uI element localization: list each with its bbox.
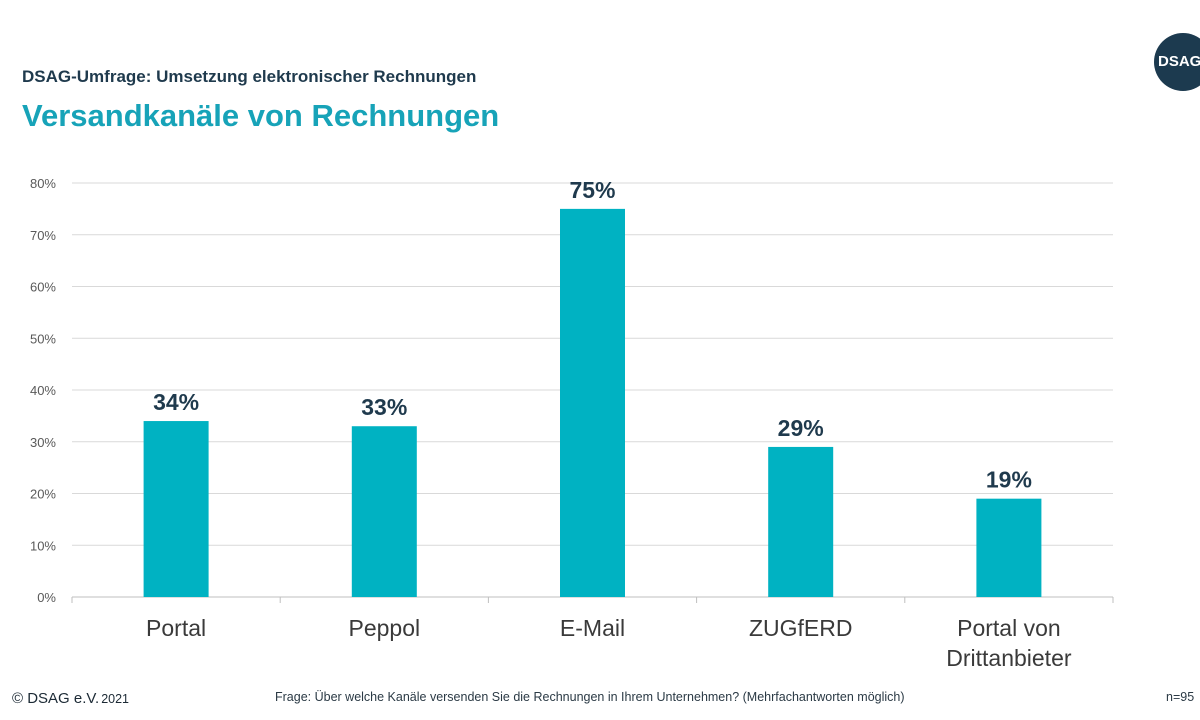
dsag-logo: DSAG <box>1154 33 1200 91</box>
category-label: Peppol <box>348 615 420 641</box>
category-label: E-Mail <box>560 615 625 641</box>
bar <box>351 426 417 597</box>
footer-copyright: © DSAG e.V. 2021 <box>12 690 129 707</box>
y-tick-label: 50% <box>30 331 56 346</box>
data-label: 29% <box>778 415 824 441</box>
footer-date: 2021 <box>101 692 130 706</box>
category-label: Drittanbieter <box>946 645 1072 671</box>
data-label: 33% <box>361 394 407 420</box>
bar-chart: 0% 10% 20% 30% 40% 50% 60% 70% 80% 34% Portal 33% Pe… <box>30 176 1114 671</box>
chart-title: Versandkanäle von Rechnungen <box>22 98 500 133</box>
category-label: ZUGfERD <box>749 615 853 641</box>
bar <box>768 446 834 597</box>
footer-question: Frage: Über welche Kanäle versenden Sie … <box>275 690 905 704</box>
category-label: Portal von <box>957 615 1061 641</box>
category-label: Portal <box>146 615 206 641</box>
copyright-text: © DSAG e.V. <box>12 690 100 707</box>
data-label: 34% <box>153 389 199 415</box>
data-label: 19% <box>986 467 1032 493</box>
y-tick-label: 40% <box>30 383 56 398</box>
y-tick-label: 30% <box>30 435 56 450</box>
bar <box>560 208 625 597</box>
y-tick-label: 10% <box>30 538 56 553</box>
bar <box>976 498 1042 597</box>
y-tick-label: 60% <box>30 280 56 295</box>
sample-size: n=95 <box>1166 690 1195 704</box>
data-label: 75% <box>569 177 615 203</box>
chart-subtitle: DSAG-Umfrage: Umsetzung elektronischer R… <box>22 67 477 86</box>
y-tick-label: 70% <box>30 228 56 243</box>
y-tick-label: 80% <box>30 176 56 191</box>
y-tick-label: 20% <box>30 487 56 502</box>
bar <box>143 421 209 597</box>
y-tick-label: 0% <box>37 590 56 605</box>
